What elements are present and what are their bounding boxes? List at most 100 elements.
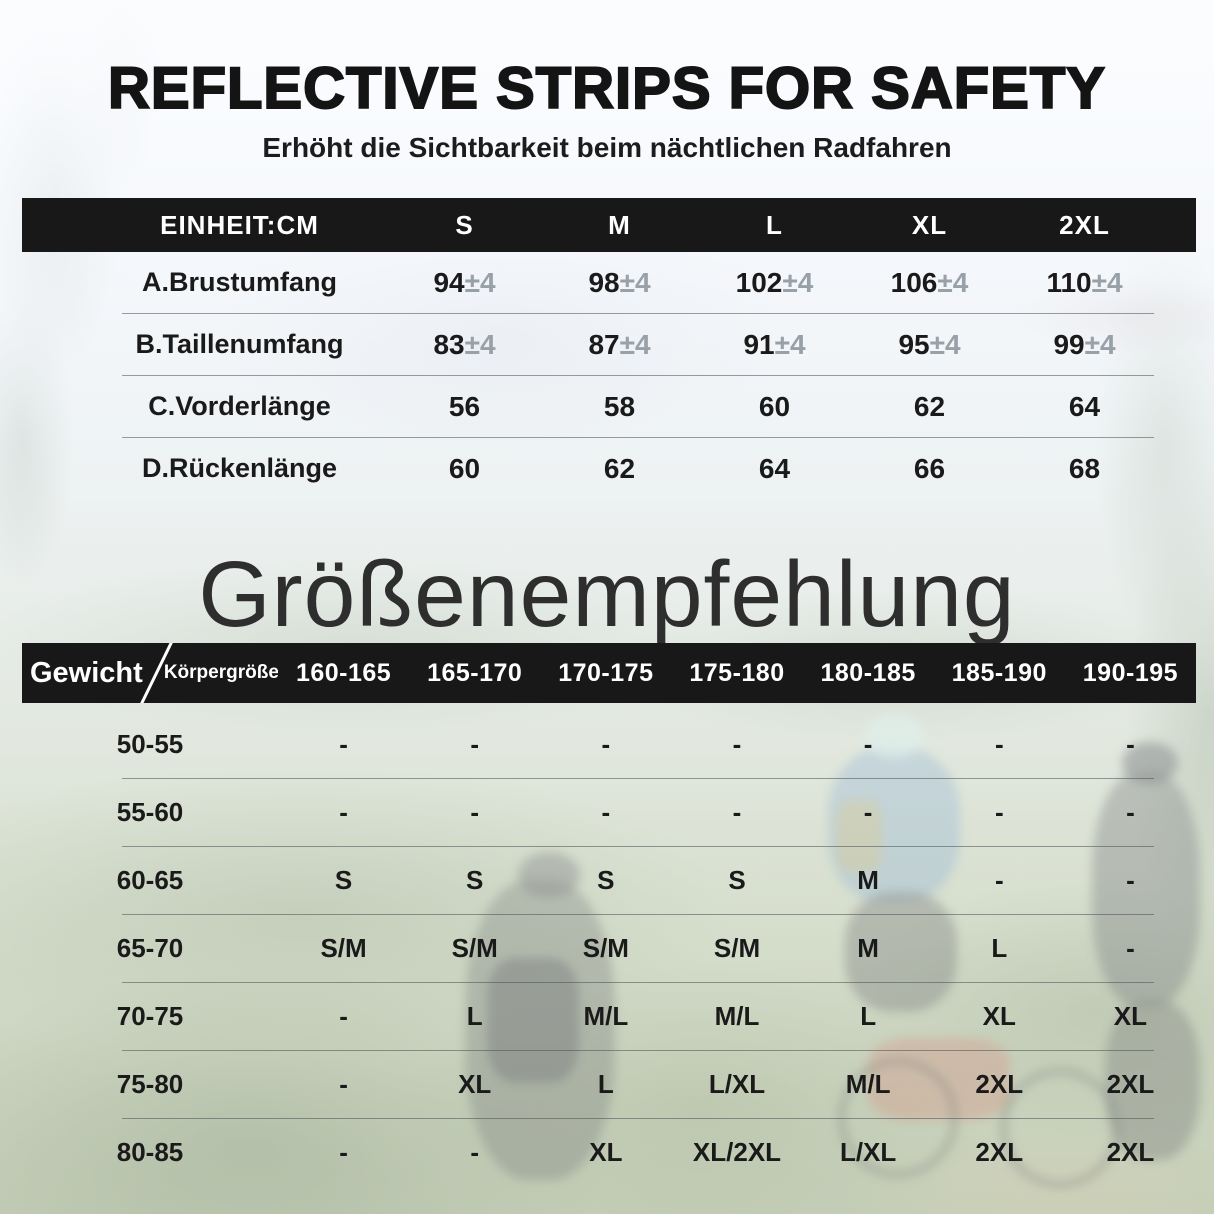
row-divider xyxy=(122,375,1154,376)
recommended-size-cell: L xyxy=(466,1001,483,1031)
height-range-header: 165-170 xyxy=(427,658,523,687)
height-range-header: 170-175 xyxy=(558,658,654,687)
measurement-value: 56 xyxy=(448,390,481,422)
height-label: Körpergröße xyxy=(163,662,278,683)
recommended-size-cell: - xyxy=(732,797,742,827)
measurement-value-cell: 95±4 xyxy=(852,329,1007,361)
weight-range-label: 80-85 xyxy=(116,1137,184,1167)
recommendation-table-header: Gewicht Körpergröße 160-165 165-170 170-17… xyxy=(22,643,1196,703)
recommended-size-cell: - xyxy=(1126,729,1135,759)
measurement-value-cell: 94±4 xyxy=(387,267,542,299)
measurement-value-cell: 56 xyxy=(387,391,542,423)
tolerance-suffix: ±4 xyxy=(782,266,814,298)
measurement-value: 60 xyxy=(758,390,791,422)
recommended-size-cell: S/M xyxy=(582,933,629,963)
measurement-label: D.Rückenlänge xyxy=(141,453,338,483)
measurement-value-cell: 66 xyxy=(852,453,1007,485)
measurement-row: B.Taillenumfang 83±4 87±4 91±4 95±4 99±4 xyxy=(22,314,1196,375)
recommended-size-cell: - xyxy=(339,1069,348,1099)
recommended-size-cell: 2XL xyxy=(1106,1137,1155,1167)
recommended-size-cell: XL xyxy=(1113,1001,1148,1031)
weight-row: 50-55 - - - - - - - xyxy=(22,711,1196,778)
weight-row: 70-75 - L M/L M/L L XL XL xyxy=(22,983,1196,1050)
recommended-size-cell: - xyxy=(470,729,480,759)
measurement-row: C.Vorderlänge 56 58 60 62 64 xyxy=(22,376,1196,437)
recommended-size-cell: S xyxy=(334,865,353,895)
measurement-label: B.Taillenumfang xyxy=(135,329,344,359)
measurement-value: 60 xyxy=(448,452,481,484)
recommendation-table-body: 50-55- - - - - - -55-60- - - - - - -60-65 S S S S M - -65-7… xyxy=(22,703,1196,1186)
recommended-size-cell: - xyxy=(339,1137,348,1167)
measurement-value-cell: 64 xyxy=(1007,391,1162,423)
measurement-value: 99 xyxy=(1053,328,1085,360)
row-divider xyxy=(122,437,1154,438)
recommendation-title: Größenempfehlung xyxy=(198,542,1016,646)
measurement-value: 62 xyxy=(913,390,946,422)
unit-header-cell: EINHEIT:CM xyxy=(160,209,319,240)
recommended-size-cell: XL xyxy=(458,1069,492,1099)
measurement-value-cell: 60 xyxy=(387,453,542,485)
measurement-value: 106 xyxy=(890,266,938,298)
weight-range-label: 50-55 xyxy=(116,729,184,759)
height-range-header: 185-190 xyxy=(951,658,1047,687)
measurement-value-cell: 102±4 xyxy=(697,267,852,299)
recommended-size-cell: 2XL xyxy=(1106,1069,1155,1099)
weight-row: 65-70 S/M S/M S/M S/M M L - xyxy=(22,915,1196,982)
measurement-value: 64 xyxy=(1068,390,1101,422)
measurement-value-cell: 64 xyxy=(697,453,852,485)
measurement-value-cell: 62 xyxy=(542,453,697,485)
tolerance-suffix: ±4 xyxy=(1091,266,1123,298)
measurement-value: 66 xyxy=(913,452,946,484)
measurement-value-cell: 91±4 xyxy=(697,329,852,361)
recommended-size-cell: - xyxy=(994,865,1004,895)
recommended-size-cell: L xyxy=(597,1069,614,1099)
height-range-header: 175-180 xyxy=(689,658,785,687)
recommended-size-cell: S/M xyxy=(713,933,761,963)
recommended-size-cell: - xyxy=(339,729,348,759)
measurement-value: 94 xyxy=(433,266,465,298)
weight-height-corner-cell: Gewicht Körpergröße xyxy=(22,643,278,703)
measurement-label: A.Brustumfang xyxy=(142,267,337,297)
height-range-header: 190-195 xyxy=(1082,658,1179,687)
subtitle: Erhöht die Sichtbarkeit beim nächtlichen… xyxy=(262,132,952,163)
recommended-size-cell: XL xyxy=(982,1001,1016,1031)
measurement-value-cell: 83±4 xyxy=(387,329,542,361)
measurement-value: 95 xyxy=(898,328,930,360)
recommended-size-cell: M xyxy=(857,933,879,963)
recommended-size-cell: S xyxy=(597,865,615,895)
measurement-value: 98 xyxy=(588,266,620,298)
recommended-size-cell: 2XL xyxy=(975,1069,1024,1099)
row-divider xyxy=(122,1118,1154,1119)
weight-range-label: 60-65 xyxy=(116,865,184,895)
recommended-size-cell: M/L xyxy=(845,1069,891,1099)
measurement-value-cell: 106±4 xyxy=(852,267,1007,299)
recommended-size-cell: L/XL xyxy=(708,1069,766,1099)
tolerance-suffix: ±4 xyxy=(464,328,496,360)
tolerance-suffix: ±4 xyxy=(619,328,651,360)
size-column-header: M xyxy=(608,209,631,240)
recommended-size-cell: 2XL xyxy=(975,1137,1024,1167)
height-range-header: 180-185 xyxy=(820,658,916,687)
measurement-value-cell: 98±4 xyxy=(542,267,697,299)
tolerance-suffix: ±4 xyxy=(1084,328,1116,360)
size-column-header: S xyxy=(455,209,474,240)
weight-range-label: 65-70 xyxy=(116,933,184,963)
recommended-size-cell: - xyxy=(1126,865,1135,895)
weight-label: Gewicht xyxy=(30,656,143,689)
recommended-size-cell: S/M xyxy=(320,933,367,963)
recommended-size-cell: S/M xyxy=(451,933,498,963)
size-column-header: 2XL xyxy=(1059,209,1110,240)
measurement-value-cell: 110±4 xyxy=(1007,267,1162,299)
measurement-value-cell: 99±4 xyxy=(1007,329,1162,361)
measurement-value: 68 xyxy=(1068,452,1101,484)
recommended-size-cell: - xyxy=(601,729,611,759)
weight-range-label: 70-75 xyxy=(116,1001,184,1031)
recommended-size-cell: L xyxy=(991,933,1008,963)
row-divider xyxy=(122,846,1154,847)
weight-row: 55-60 - - - - - - - xyxy=(22,779,1196,846)
tolerance-suffix: ±4 xyxy=(774,328,806,360)
row-divider xyxy=(122,313,1154,314)
measurement-value-cell: 87±4 xyxy=(542,329,697,361)
recommended-size-cell: M xyxy=(857,865,879,895)
